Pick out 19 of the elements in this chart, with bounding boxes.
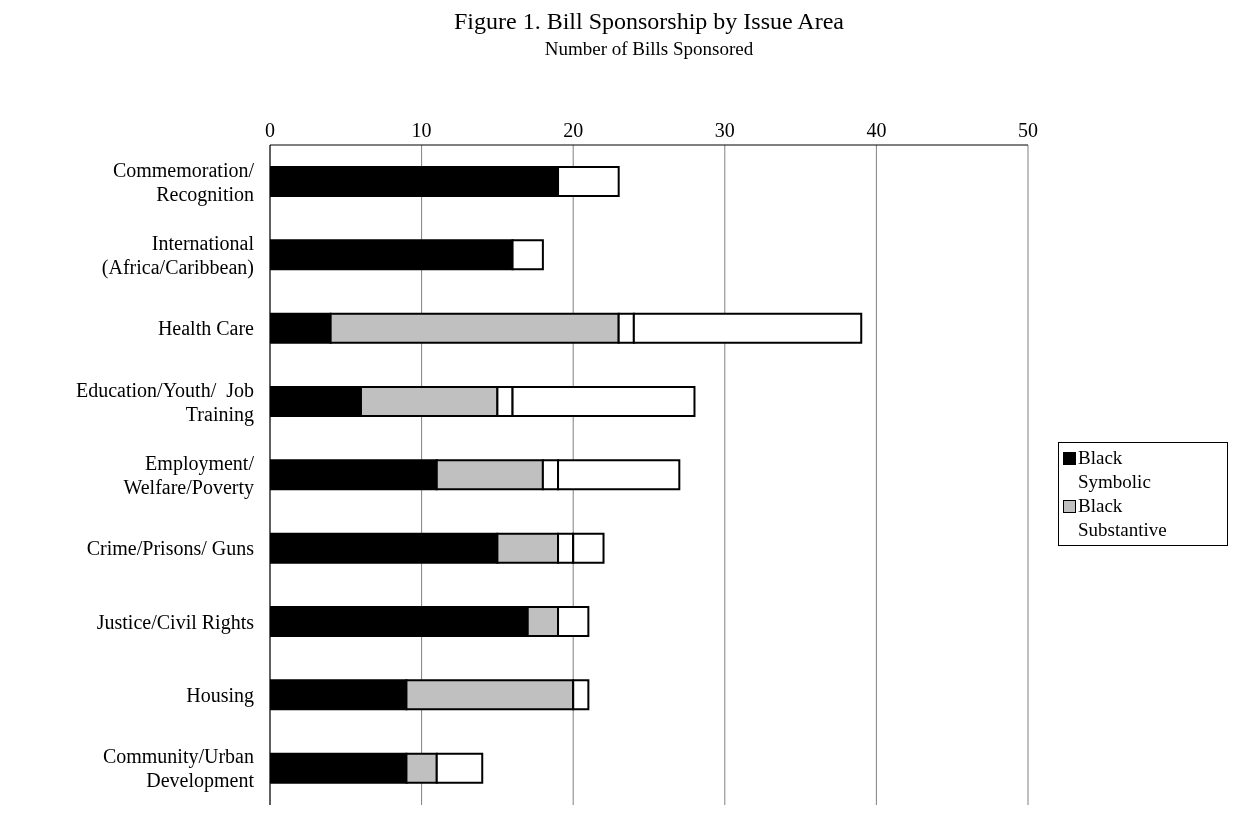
x-axis-title: Number of Bills Sponsored [544, 38, 754, 59]
y-tick-label: International (Africa/Caribbean) [101, 232, 255, 279]
x-tick-label: 10 [411, 119, 432, 141]
x-tick-label: 30 [714, 119, 735, 141]
y-tick-label: Health Care [157, 317, 255, 340]
y-tick-label: Crime/Prisons/ Guns [86, 537, 255, 560]
y-tick-label: Commemoration/ Recognition [112, 158, 255, 206]
x-tick-label: 40 [866, 119, 887, 141]
x-tick-label: 50 [1018, 119, 1038, 141]
y-tick-label: Justice/Civil Rights [96, 610, 255, 634]
y-tick-label: Employment/ Welfare/Poverty [123, 452, 255, 499]
x-tick-label: 0 [265, 119, 275, 141]
x-tick-label: 20 [563, 119, 584, 141]
y-tick-label: Community/Urban Development [102, 745, 255, 793]
y-tick-label: Education/Youth/ Job Training [76, 378, 254, 426]
y-tick-label: Housing [186, 684, 254, 707]
legend-label: Black Substantive [1078, 494, 1167, 542]
legend-label: Black Symbolic [1078, 446, 1152, 494]
chart-title: Figure 1. Bill Sponsorship by Issue Area [454, 8, 844, 34]
